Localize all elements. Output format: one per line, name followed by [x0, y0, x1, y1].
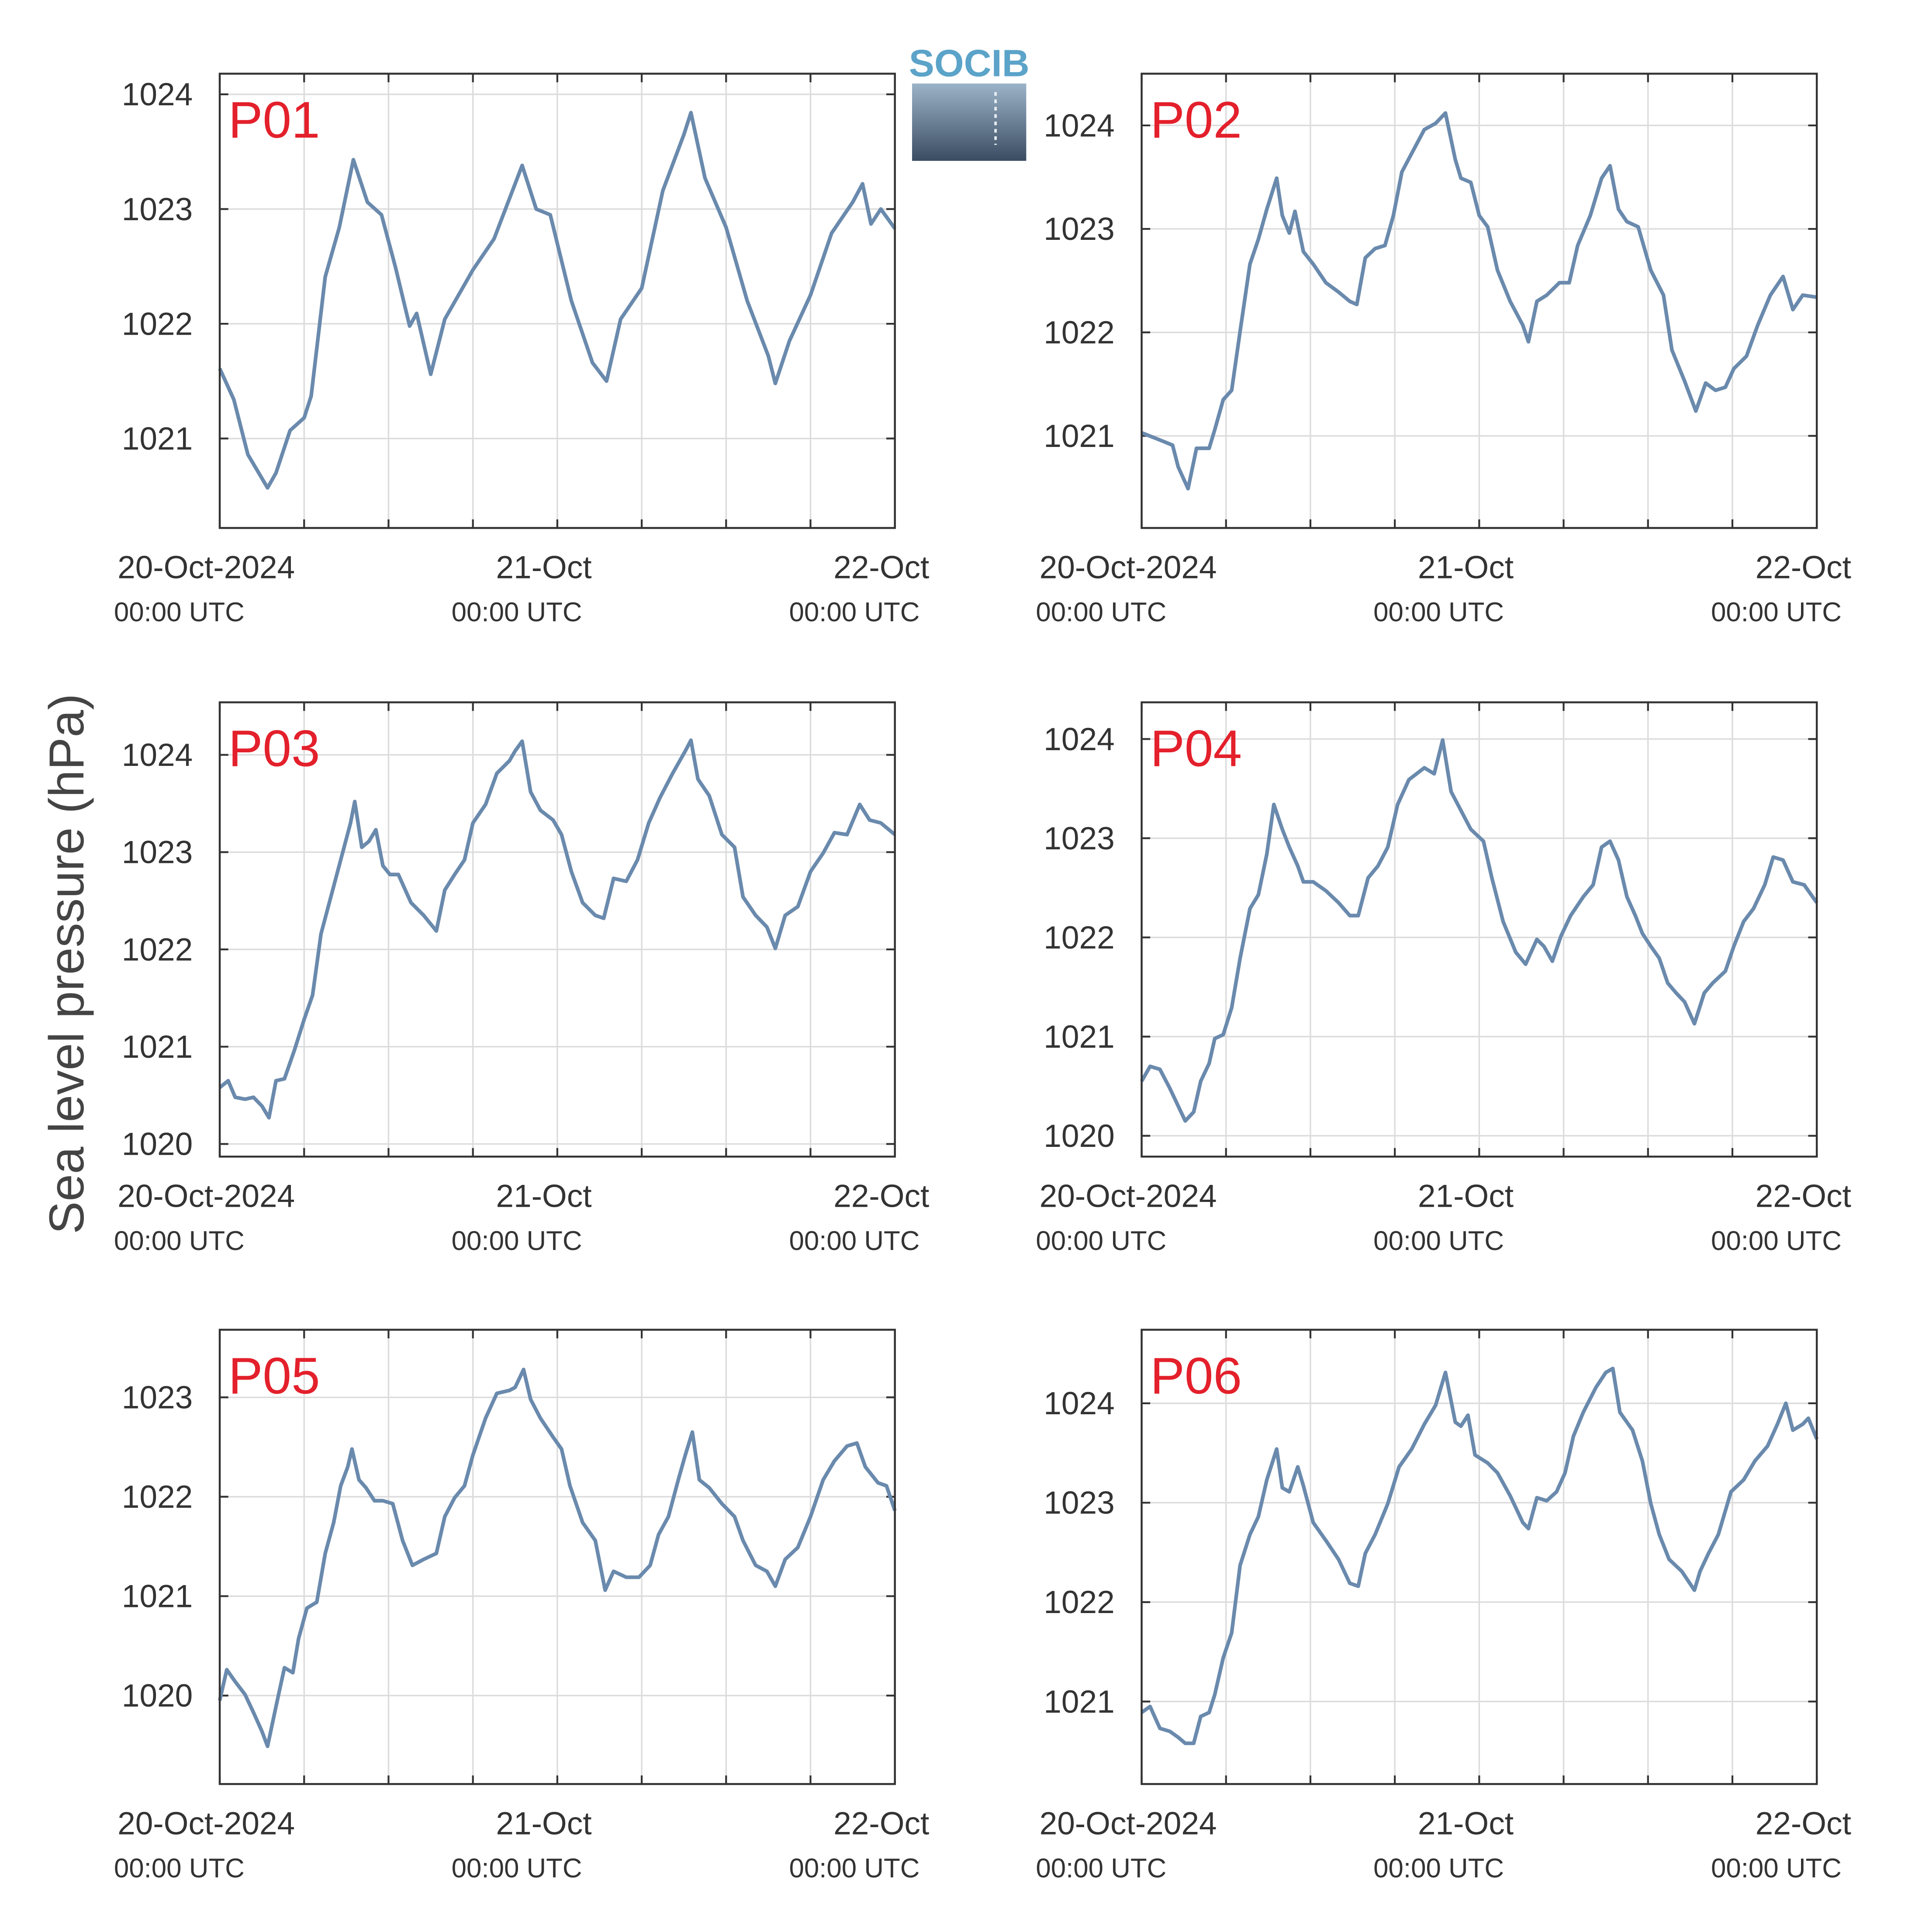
x-tick-label: 20-Oct-2024 — [1040, 1806, 1217, 1842]
x-tick-sublabel: 00:00 UTC — [452, 597, 582, 627]
x-tick-label: 21-Oct — [496, 550, 591, 585]
plot-frame — [1141, 701, 1818, 1158]
y-tick-label: 1022 — [1044, 920, 1115, 956]
plot-frame — [1141, 73, 1818, 529]
y-tick-label: 1022 — [122, 306, 193, 342]
y-tick-label: 1022 — [1044, 1585, 1115, 1620]
x-tick-sublabel: 00:00 UTC — [1711, 1853, 1842, 1884]
y-axis-label: Sea level pressure (hPa) — [39, 694, 94, 1234]
x-tick-sublabel: 00:00 UTC — [452, 1853, 582, 1884]
x-tick-label: 22-Oct — [1756, 1806, 1851, 1842]
x-tick-sublabel: 00:00 UTC — [1711, 1226, 1842, 1256]
y-tick-label: 1023 — [1044, 821, 1115, 856]
y-tick-label: 1021 — [1044, 1684, 1115, 1720]
x-tick-sublabel: 00:00 UTC — [1373, 1853, 1504, 1884]
panel: 20-Oct-2024 00:00 UTC 21-Oct 00:00 UTC 22-Oc… — [114, 1329, 929, 1884]
panel-title: P02 — [1150, 91, 1242, 149]
x-tick-label: 22-Oct — [1756, 550, 1851, 585]
y-tick-label: 1020 — [122, 1678, 193, 1714]
y-tick-label: 1024 — [122, 737, 193, 773]
x-tick-label: 20-Oct-2024 — [118, 550, 295, 585]
y-tick-label: 1024 — [1044, 108, 1115, 143]
x-tick-label: 21-Oct — [496, 1179, 591, 1214]
plot-frame — [218, 701, 896, 1158]
x-tick-sublabel: 00:00 UTC — [452, 1226, 582, 1256]
panel: 20-Oct-2024 00:00 UTC 21-Oct 00:00 UTC 22-Oc… — [1036, 1329, 1851, 1884]
y-tick-label: 1022 — [1044, 315, 1115, 350]
plot-frame — [1141, 1329, 1818, 1785]
panel-title: P01 — [228, 91, 320, 149]
x-tick-label: 22-Oct — [833, 1179, 929, 1214]
y-tick-label: 1023 — [122, 192, 193, 227]
x-tick-sublabel: 00:00 UTC — [1711, 597, 1842, 627]
y-tick-label: 1021 — [1044, 1019, 1115, 1055]
x-tick-label: 20-Oct-2024 — [1040, 550, 1217, 585]
x-tick-sublabel: 00:00 UTC — [114, 1853, 245, 1884]
x-tick-label: 20-Oct-2024 — [118, 1806, 295, 1842]
y-tick-label: 1021 — [122, 421, 193, 457]
y-tick-label: 1023 — [122, 835, 193, 870]
panel-title: P05 — [228, 1347, 320, 1405]
x-tick-sublabel: 00:00 UTC — [114, 1226, 245, 1256]
x-tick-label: 21-Oct — [1418, 1179, 1514, 1214]
x-tick-sublabel: 00:00 UTC — [1373, 597, 1504, 627]
panel: 20-Oct-2024 00:00 UTC 21-Oct 00:00 UTC 22-Oc… — [114, 73, 929, 627]
x-tick-sublabel: 00:00 UTC — [1036, 597, 1166, 627]
y-tick-label: 1024 — [1044, 722, 1115, 757]
y-tick-label: 1021 — [1044, 419, 1115, 454]
logo-text: SOCIB — [909, 42, 1030, 84]
x-tick-sublabel: 00:00 UTC — [1036, 1226, 1166, 1256]
y-tick-label: 1022 — [122, 1479, 193, 1515]
y-tick-label: 1024 — [1044, 1386, 1115, 1421]
y-tick-label: 1021 — [122, 1579, 193, 1614]
y-tick-label: 1023 — [1044, 1485, 1115, 1521]
data-line — [1141, 111, 1817, 491]
y-tick-label: 1021 — [122, 1029, 193, 1065]
data-line — [218, 738, 896, 1120]
panel: 20-Oct-2024 00:00 UTC 21-Oct 00:00 UTC 22-Oc… — [1036, 701, 1851, 1256]
x-tick-sublabel: 00:00 UTC — [789, 1853, 919, 1884]
x-tick-sublabel: 00:00 UTC — [789, 597, 919, 627]
x-tick-label: 21-Oct — [1418, 1806, 1514, 1842]
x-tick-label: 22-Oct — [1756, 1179, 1851, 1214]
plot-frame — [218, 1329, 896, 1785]
x-tick-label: 22-Oct — [833, 1806, 929, 1842]
data-line — [218, 1368, 897, 1748]
plot-frame — [218, 73, 896, 529]
y-tick-label: 1023 — [122, 1380, 193, 1416]
x-tick-sublabel: 00:00 UTC — [1373, 1226, 1504, 1256]
data-line — [1140, 738, 1818, 1123]
panel: 20-Oct-2024 00:00 UTC 21-Oct 00:00 UTC 22-Oc… — [114, 701, 929, 1256]
panel: 20-Oct-2024 00:00 UTC 21-Oct 00:00 UTC 22-Oc… — [1036, 73, 1851, 627]
x-tick-label: 21-Oct — [496, 1806, 591, 1842]
logo-block — [912, 83, 1027, 161]
panel-title: P06 — [1150, 1347, 1242, 1405]
data-line — [218, 111, 897, 490]
y-tick-label: 1024 — [122, 77, 193, 112]
x-tick-sublabel: 00:00 UTC — [114, 597, 245, 627]
logo: SOCIB — [909, 42, 1030, 161]
panel-title: P04 — [1150, 720, 1242, 778]
x-tick-sublabel: 00:00 UTC — [1036, 1853, 1166, 1884]
x-tick-label: 21-Oct — [1418, 550, 1514, 585]
x-tick-label: 22-Oct — [833, 550, 929, 585]
y-tick-label: 1020 — [122, 1127, 193, 1162]
x-tick-label: 20-Oct-2024 — [118, 1179, 295, 1214]
x-tick-sublabel: 00:00 UTC — [789, 1226, 919, 1256]
x-tick-label: 20-Oct-2024 — [1040, 1179, 1217, 1214]
data-line — [1141, 1367, 1819, 1745]
panel-title: P03 — [228, 720, 320, 778]
y-tick-label: 1023 — [1044, 211, 1115, 247]
y-tick-label: 1022 — [122, 932, 193, 967]
y-tick-label: 1020 — [1044, 1118, 1115, 1154]
